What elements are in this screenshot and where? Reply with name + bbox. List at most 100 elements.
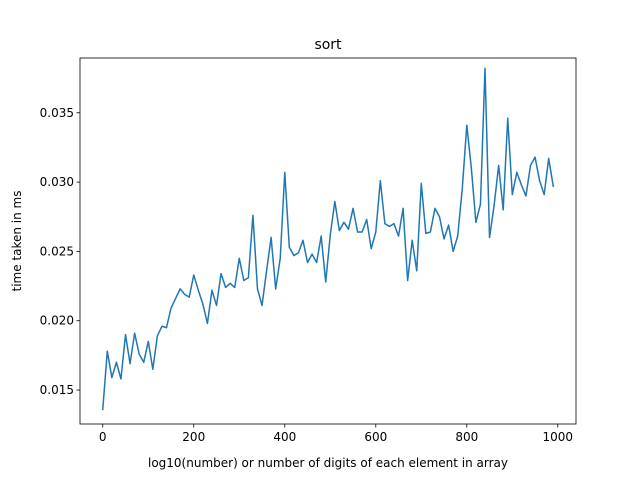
data-point — [220, 272, 222, 275]
data-point — [457, 235, 459, 237]
data-point — [193, 274, 195, 276]
data-point — [161, 325, 163, 327]
x-tick-label: 600 — [364, 430, 387, 444]
data-point — [343, 221, 345, 223]
data-point — [475, 221, 477, 223]
data-point — [466, 124, 468, 126]
data-point — [516, 171, 518, 173]
y-tick-label: 0.035 — [40, 106, 74, 120]
data-point — [129, 363, 131, 365]
data-point — [156, 335, 158, 337]
data-point — [356, 231, 359, 233]
data-point — [407, 279, 409, 282]
data-point — [138, 353, 140, 355]
data-point — [284, 171, 286, 173]
data-point — [238, 257, 240, 259]
data-point — [502, 209, 504, 211]
data-point — [316, 261, 318, 264]
data-point — [470, 167, 472, 169]
y-axis: 0.015 0.020 0.025 0.030 0.035 — [40, 106, 80, 397]
data-point — [361, 231, 363, 233]
chart-title: sort — [314, 37, 342, 53]
data-point — [402, 207, 404, 210]
data-point — [543, 193, 545, 196]
data-point — [302, 239, 304, 241]
data-point — [529, 164, 532, 167]
data-point — [366, 218, 368, 221]
data-point — [225, 286, 227, 289]
data-point — [124, 333, 127, 336]
x-tick-label: 200 — [182, 430, 205, 444]
data-point — [507, 117, 509, 119]
data-point — [548, 157, 550, 160]
data-point — [384, 223, 386, 225]
data-point — [170, 307, 172, 309]
data-point — [493, 205, 495, 207]
data-point — [111, 376, 113, 379]
y-tick-label: 0.020 — [40, 314, 74, 328]
data-point — [325, 281, 327, 283]
data-point — [211, 289, 213, 291]
data-point — [461, 188, 463, 190]
data-point — [498, 164, 500, 167]
y-tick-label: 0.025 — [40, 244, 74, 258]
data-point — [411, 239, 413, 241]
data-point — [306, 261, 309, 264]
data-point — [270, 236, 272, 239]
data-point — [452, 250, 454, 252]
data-point — [484, 67, 486, 69]
data-point — [152, 368, 154, 370]
data-point — [534, 156, 536, 158]
data-point — [447, 224, 450, 226]
data-point — [234, 286, 236, 289]
data-point — [174, 297, 177, 300]
data-point — [393, 223, 395, 225]
data-point — [443, 238, 445, 240]
data-point — [215, 304, 218, 307]
data-point — [188, 296, 190, 298]
x-tick-label: 400 — [273, 430, 296, 444]
data-point — [311, 253, 313, 255]
data-point — [275, 288, 277, 290]
data-point — [265, 270, 268, 272]
y-tick-label: 0.015 — [40, 383, 74, 397]
data-point — [184, 293, 186, 295]
data-point — [370, 248, 372, 250]
data-point — [247, 277, 249, 279]
x-tick-label: 800 — [455, 430, 478, 444]
data-point — [243, 279, 245, 282]
data-point — [165, 327, 168, 329]
data-point — [438, 216, 441, 218]
data-point — [520, 184, 522, 186]
data-point — [429, 231, 431, 233]
data-point — [297, 252, 300, 254]
data-point — [279, 257, 281, 259]
data-point — [229, 282, 231, 284]
data-point — [256, 288, 259, 290]
data-point — [539, 180, 541, 182]
x-tick-label: 1000 — [543, 430, 574, 444]
data-point — [511, 193, 513, 196]
data-point — [293, 254, 295, 257]
data-point — [320, 235, 322, 237]
x-axis-label: log10(number) or number of digits of eac… — [148, 456, 508, 470]
data-point — [388, 225, 391, 228]
data-point — [134, 332, 136, 334]
data-point — [106, 350, 108, 352]
x-axis: 0 200 400 600 800 1000 — [99, 424, 573, 444]
data-point — [179, 288, 181, 290]
data-point — [379, 180, 381, 182]
series-line — [101, 67, 555, 411]
data-point — [479, 203, 482, 205]
data-point — [329, 234, 331, 236]
data-point — [206, 322, 209, 325]
axes-frame — [79, 57, 577, 425]
data-point — [288, 246, 290, 248]
data-point — [147, 340, 149, 343]
plot-area — [79, 57, 577, 425]
y-tick-label: 0.030 — [40, 175, 74, 189]
data-point — [120, 378, 122, 380]
data-point — [252, 214, 254, 216]
y-axis-label: time taken in ms — [10, 190, 24, 291]
